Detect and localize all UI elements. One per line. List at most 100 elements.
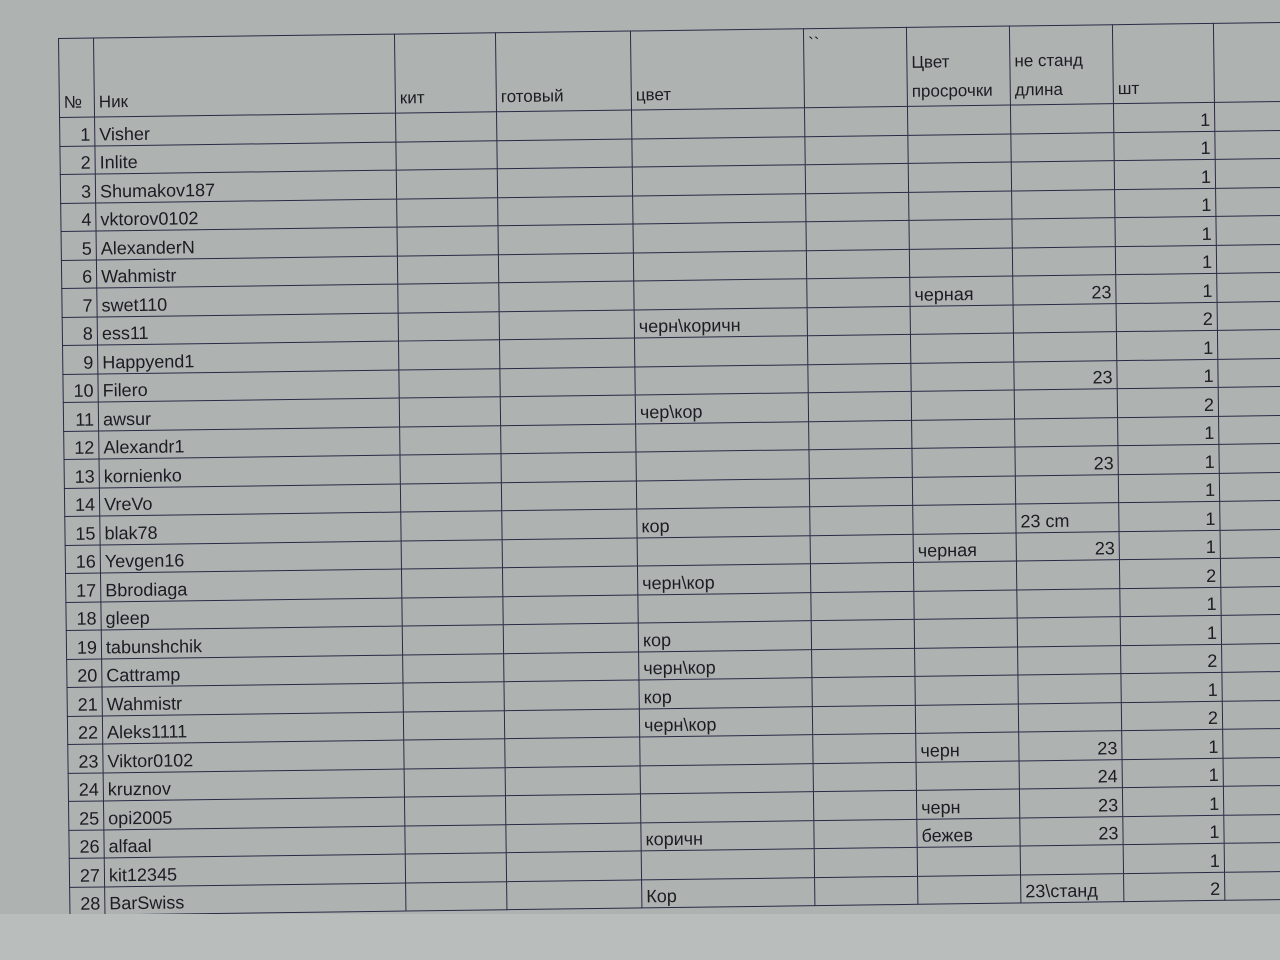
row-number: 22 <box>67 715 103 745</box>
nick-cell: kornienko <box>99 455 401 488</box>
kit-cell <box>405 852 507 883</box>
length-cell: 23 <box>1019 787 1123 818</box>
quote-cell <box>813 790 917 821</box>
empty-cell <box>1222 699 1280 730</box>
length-cell <box>1014 417 1118 448</box>
seam-color-cell <box>911 418 1015 449</box>
row-number: 20 <box>66 658 102 688</box>
kit-cell <box>403 738 506 769</box>
empty-cell <box>1219 500 1280 530</box>
row-number: 26 <box>68 829 105 859</box>
empty-cell <box>1217 357 1280 388</box>
seam-color-cell <box>911 447 1016 477</box>
kit-cell <box>399 396 501 427</box>
color-cell <box>634 364 809 395</box>
spreadsheet-printout: № Ник кит готовый цвет `` Цвет просрочки… <box>58 22 1280 916</box>
kit-cell <box>395 111 497 142</box>
seam-color-cell <box>907 105 1011 135</box>
color-cell <box>632 221 807 253</box>
empty-cell <box>1221 671 1280 701</box>
empty-cell <box>1219 471 1280 502</box>
ready-cell <box>502 594 639 625</box>
empty-cell <box>1220 557 1280 587</box>
kit-cell <box>401 567 503 598</box>
color-cell: черн\кор <box>639 706 813 737</box>
ready-cell <box>501 508 638 540</box>
ready-cell <box>497 195 633 226</box>
kit-cell <box>396 197 498 228</box>
ready-cell <box>501 480 637 511</box>
color-cell <box>631 136 806 167</box>
length-cell: 23 <box>1019 816 1124 846</box>
col-header-length: не станд длина <box>1009 24 1114 106</box>
qty-cell: 2 <box>1123 871 1225 902</box>
quote-cell <box>805 191 909 222</box>
qty-cell: 2 <box>1117 387 1219 418</box>
ready-cell <box>498 252 634 283</box>
length-cell <box>1017 645 1121 675</box>
color-cell: черн\кор <box>638 649 812 680</box>
color-cell: кор <box>636 506 811 538</box>
color-cell: Кор <box>641 877 815 908</box>
kit-cell <box>404 767 506 798</box>
empty-cell <box>1216 243 1280 274</box>
color-cell <box>636 478 810 509</box>
color-cell: черн\коричн <box>634 307 808 338</box>
color-cell <box>635 449 810 481</box>
length-cell <box>1018 702 1122 732</box>
empty-cell <box>1214 129 1280 160</box>
qty-cell: 1 <box>1123 843 1225 874</box>
empty-cell <box>1218 386 1280 416</box>
seam-color-cell <box>913 589 1018 620</box>
nick-cell: BarSwiss <box>104 882 406 915</box>
seam-color-cell <box>917 874 1021 905</box>
row-number: 5 <box>61 231 97 260</box>
seam-color-cell <box>908 219 1013 249</box>
length-cell <box>1012 246 1116 277</box>
col-header-number: № <box>58 38 95 118</box>
qty-cell: 1 <box>1122 786 1224 817</box>
quote-cell <box>805 163 909 194</box>
length-cell: 23 <box>1012 274 1117 305</box>
ready-cell <box>496 109 632 141</box>
nick-cell: gleep <box>100 597 403 630</box>
nick-cell: opi2005 <box>103 797 405 830</box>
seam-color-cell <box>912 475 1016 506</box>
kit-cell <box>397 225 499 256</box>
qty-cell: 1 <box>1113 102 1215 133</box>
row-number: 3 <box>60 174 96 203</box>
qty-cell: 2 <box>1116 301 1218 332</box>
ready-cell <box>497 166 633 198</box>
row-number: 12 <box>63 430 100 460</box>
qty-cell: 2 <box>1120 643 1222 674</box>
kit-cell <box>398 368 501 399</box>
color-cell <box>635 421 809 452</box>
empty-cell <box>1223 813 1280 844</box>
quote-cell <box>813 761 917 792</box>
seam-color-cell <box>910 333 1014 363</box>
color-cell <box>633 250 807 281</box>
col-header-kit: кит <box>394 32 497 114</box>
seam-color-cell <box>917 845 1021 876</box>
nick-cell: Happyend1 <box>97 341 399 374</box>
row-number: 8 <box>62 316 98 346</box>
nick-cell: ess11 <box>97 312 399 346</box>
length-cell: 23 <box>1018 730 1123 761</box>
empty-cell <box>1221 642 1280 673</box>
empty-cell <box>1220 528 1280 559</box>
qty-cell: 1 <box>1117 444 1220 475</box>
nick-cell: awsur <box>98 398 400 431</box>
length-cell: 23\станд <box>1020 873 1124 903</box>
kit-cell <box>397 282 500 313</box>
row-number: 23 <box>67 743 104 773</box>
qty-cell: 1 <box>1117 415 1219 446</box>
ready-cell <box>500 423 636 454</box>
quote-cell <box>806 277 911 308</box>
ready-cell <box>500 394 636 426</box>
length-cell <box>1016 588 1121 618</box>
empty-cell <box>1222 728 1280 758</box>
empty-cell <box>1223 785 1280 815</box>
col-header-quote: `` <box>803 27 908 108</box>
length-cell <box>1016 559 1120 590</box>
kit-cell <box>405 881 507 912</box>
